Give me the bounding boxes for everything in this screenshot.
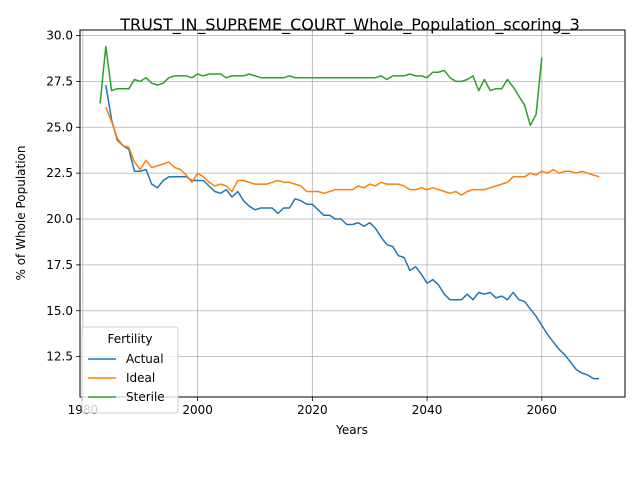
x-axis-label: Years [335, 423, 368, 437]
x-tick-label: 2040 [412, 403, 443, 417]
y-tick-label: 27.5 [46, 74, 73, 88]
plot-area-frame [79, 29, 626, 398]
y-axis-label: % of Whole Population [14, 146, 28, 281]
series-layer [99, 45, 600, 380]
legend-title: Fertility [107, 332, 152, 346]
y-tick-label: 25.0 [46, 120, 73, 134]
x-tick-label: 2000 [182, 403, 213, 417]
y-tick-label: 15.0 [46, 304, 73, 318]
legend-label-sterile: Sterile [126, 390, 165, 404]
x-tick-label: 2060 [527, 403, 558, 417]
y-tick-label: 20.0 [46, 212, 73, 226]
y-tick-label: 22.5 [46, 166, 73, 180]
grid-layer [80, 30, 625, 397]
legend-label-actual: Actual [126, 352, 164, 366]
y-tick-label: 17.5 [46, 258, 73, 272]
legend-items: Actual Ideal Sterile [88, 352, 165, 404]
legend-label-ideal: Ideal [126, 371, 155, 385]
y-tick-label: 12.5 [46, 350, 73, 364]
series-line-sterile [99, 45, 543, 127]
chart-title: TRUST_IN_SUPREME_COURT_Whole_Population_… [119, 15, 580, 35]
legend-box [81, 326, 179, 414]
legend: Fertility Actual Ideal Sterile [81, 326, 179, 414]
x-tick-label: 2020 [297, 403, 328, 417]
y-tick-label: 30.0 [46, 29, 73, 43]
series-line-ideal [105, 106, 600, 196]
